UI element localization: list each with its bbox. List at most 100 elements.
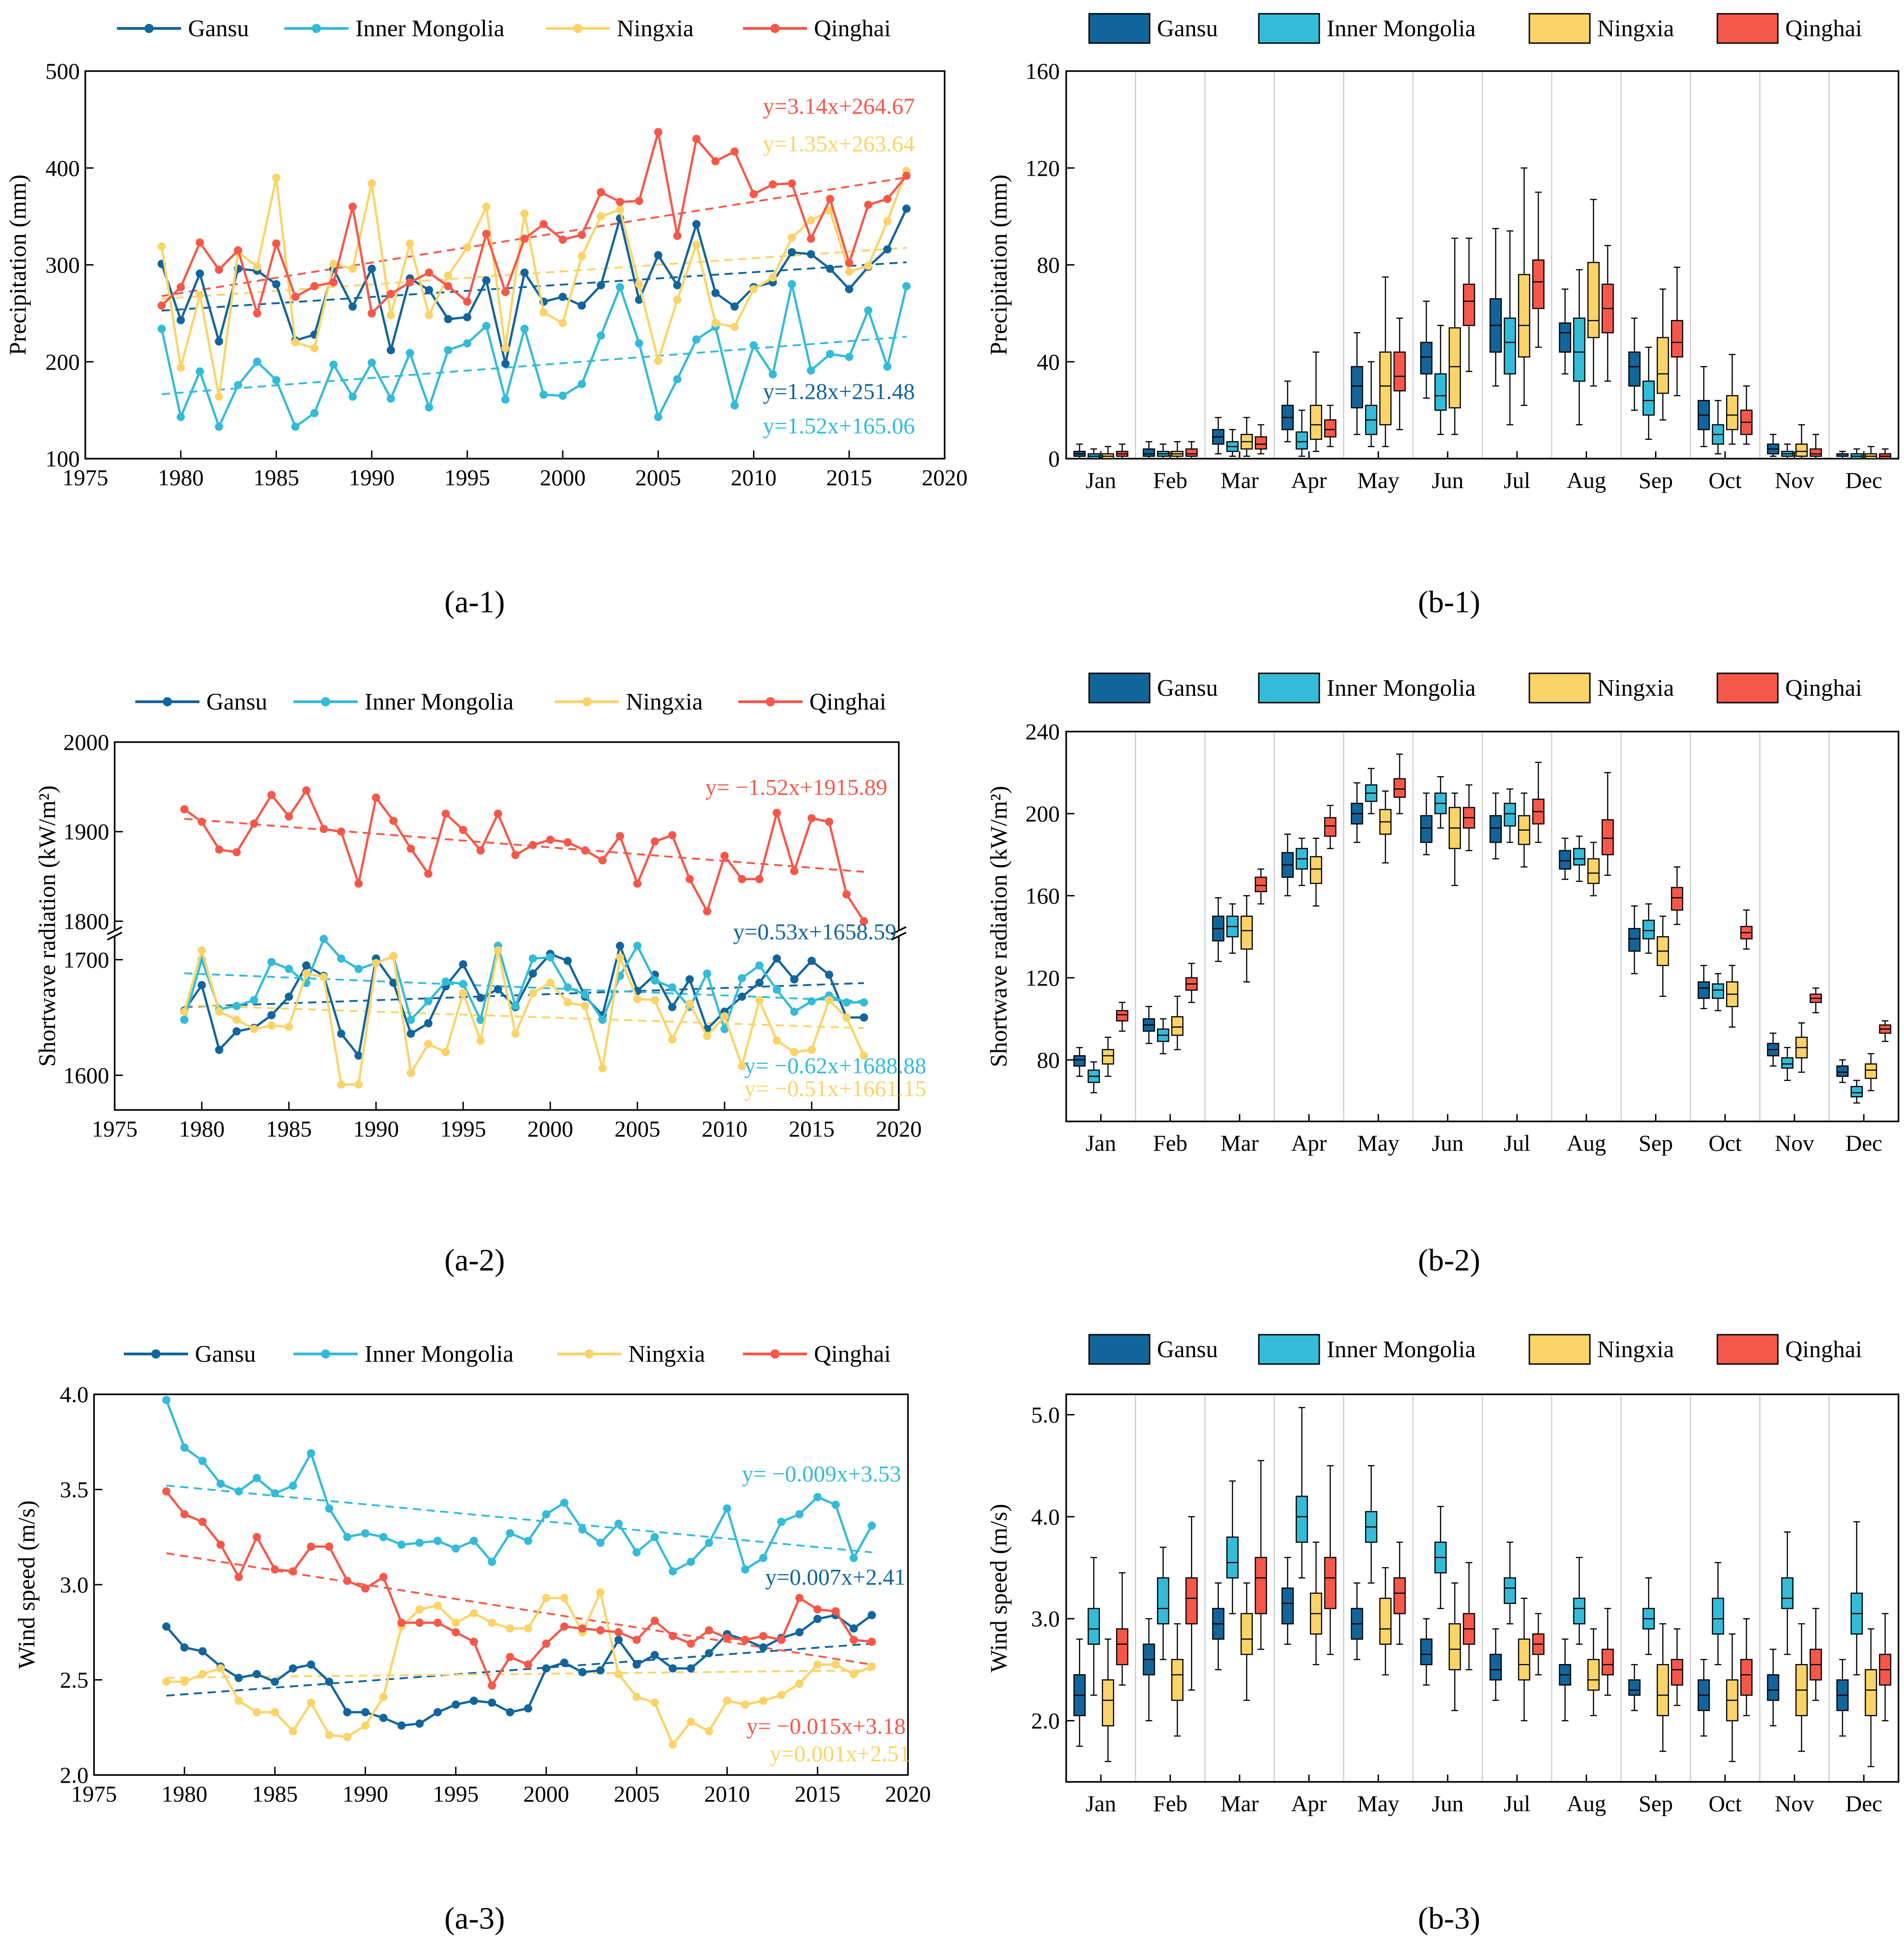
box-body bbox=[1116, 1010, 1129, 1022]
legend-item-inner_mongolia: Inner Mongolia bbox=[1258, 13, 1476, 44]
series-line-gansu bbox=[165, 1614, 873, 1727]
plot-frame bbox=[114, 741, 900, 1111]
data-point-ningxia bbox=[730, 322, 739, 331]
panel-label-a2: (a-2) bbox=[444, 1243, 505, 1277]
data-point-inner_mongolia bbox=[723, 1504, 731, 1513]
box-body bbox=[1420, 815, 1433, 843]
data-point-gansu bbox=[387, 346, 395, 355]
legend-a3: Gansu Inner Mongolia Ningxia Qinghai bbox=[124, 1341, 891, 1367]
box-gansu bbox=[1212, 416, 1224, 455]
series-gansu bbox=[1073, 782, 1849, 1083]
data-point-ningxia bbox=[253, 1708, 261, 1717]
box-body bbox=[1740, 1659, 1753, 1696]
data-point-gansu bbox=[232, 1027, 241, 1036]
data-point-qinghai bbox=[703, 907, 711, 915]
y-tick-label: 2.5 bbox=[60, 1667, 89, 1693]
box-inner_mongolia bbox=[1087, 1061, 1100, 1093]
data-point-ningxia bbox=[444, 271, 453, 280]
box-inner_mongolia bbox=[1573, 835, 1586, 882]
data-point-qinghai bbox=[560, 1622, 569, 1631]
data-point-qinghai bbox=[614, 1628, 623, 1636]
x-tick-label: Apr bbox=[1291, 1791, 1327, 1816]
data-point-ningxia bbox=[424, 1040, 432, 1048]
box-body bbox=[1240, 915, 1253, 950]
series-ningxia bbox=[180, 946, 868, 1089]
box-gansu bbox=[1767, 433, 1779, 457]
data-point-gansu bbox=[868, 1611, 876, 1620]
data-point-inner_mongolia bbox=[285, 965, 293, 973]
legend-item-ningxia: Ningxia bbox=[557, 1341, 705, 1367]
legend-swatch-ningxia bbox=[1528, 13, 1591, 44]
box-body bbox=[1143, 448, 1155, 457]
legend-marker-gansu bbox=[151, 1349, 161, 1359]
x-tick-label: 1975 bbox=[62, 465, 108, 490]
data-point-ningxia bbox=[787, 233, 796, 242]
data-point-ningxia bbox=[415, 1605, 424, 1614]
legend-label-gansu: Gansu bbox=[195, 1341, 256, 1367]
data-point-inner_mongolia bbox=[759, 1553, 768, 1562]
data-point-qinghai bbox=[463, 297, 471, 306]
data-point-gansu bbox=[597, 281, 605, 289]
data-point-gansu bbox=[807, 250, 815, 259]
data-point-ningxia bbox=[614, 1670, 623, 1679]
box-inner_mongolia bbox=[1850, 1521, 1863, 1675]
data-point-inner_mongolia bbox=[578, 1525, 587, 1534]
box-ningxia bbox=[1310, 351, 1323, 452]
x-tick-label: 2005 bbox=[614, 1116, 660, 1142]
legend-marker-ningxia bbox=[582, 697, 592, 706]
series-line-gansu bbox=[161, 208, 908, 365]
data-point-inner_mongolia bbox=[755, 961, 764, 970]
data-point-inner_mongolia bbox=[669, 1567, 677, 1575]
y-tick-label: 200 bbox=[45, 349, 80, 375]
box-body bbox=[1504, 317, 1516, 375]
y-tick-label: 2.0 bbox=[1031, 1708, 1060, 1734]
data-point-inner_mongolia bbox=[635, 339, 643, 348]
legend-label-inner_mongolia: Inner Mongolia bbox=[1327, 1337, 1476, 1363]
box-body bbox=[1310, 405, 1323, 440]
data-point-ningxia bbox=[320, 973, 328, 982]
box-body bbox=[1255, 1557, 1267, 1614]
data-point-qinghai bbox=[686, 875, 694, 883]
data-point-inner_mongolia bbox=[539, 390, 548, 399]
box-ningxia bbox=[1518, 167, 1530, 406]
box-gansu bbox=[1143, 1618, 1155, 1721]
data-point-qinghai bbox=[470, 1637, 478, 1646]
box-inner_mongolia bbox=[1295, 838, 1308, 886]
box-body bbox=[1379, 351, 1392, 426]
x-tick-label: Jun bbox=[1432, 1791, 1463, 1816]
trend-equation-qinghai: y= −1.52x+1915.89 bbox=[705, 774, 887, 800]
x-tick-label: 2015 bbox=[795, 1781, 841, 1807]
box-body bbox=[1226, 1537, 1239, 1579]
data-point-gansu bbox=[755, 978, 764, 987]
y-axis-label: Precipitation (mm) bbox=[986, 174, 1012, 355]
series-line-inner_mongolia bbox=[165, 1399, 873, 1573]
data-point-qinghai bbox=[291, 293, 300, 301]
data-point-qinghai bbox=[597, 188, 605, 197]
data-point-inner_mongolia bbox=[216, 1480, 225, 1488]
y-tick-label: 2.0 bbox=[60, 1762, 89, 1788]
box-ningxia bbox=[1171, 441, 1184, 460]
x-tick-label: 2000 bbox=[523, 1781, 569, 1807]
data-point-ningxia bbox=[616, 205, 625, 214]
box-qinghai bbox=[1255, 424, 1267, 455]
box-ningxia bbox=[1865, 1053, 1877, 1092]
data-point-ningxia bbox=[307, 1698, 315, 1707]
data-point-ningxia bbox=[195, 290, 204, 299]
box-qinghai bbox=[1255, 868, 1267, 905]
data-point-qinghai bbox=[668, 831, 676, 840]
data-point-ningxia bbox=[596, 1588, 605, 1597]
data-point-qinghai bbox=[755, 875, 764, 883]
data-point-inner_mongolia bbox=[749, 341, 758, 349]
data-point-qinghai bbox=[831, 1607, 840, 1616]
box-inner_mongolia bbox=[1434, 1506, 1447, 1609]
x-tick-label: 2010 bbox=[702, 1116, 747, 1142]
data-point-ningxia bbox=[723, 1697, 731, 1705]
box-body bbox=[1324, 419, 1337, 438]
data-point-inner_mongolia bbox=[177, 413, 185, 422]
data-point-qinghai bbox=[581, 846, 589, 855]
legend-label-qinghai: Qinghai bbox=[1785, 16, 1862, 42]
legend-item-inner_mongolia: Inner Mongolia bbox=[284, 16, 504, 42]
legend-label-ningxia: Ningxia bbox=[1597, 675, 1674, 701]
data-point-ningxia bbox=[470, 1609, 478, 1618]
legend-item-ningxia: Ningxia bbox=[546, 16, 694, 42]
